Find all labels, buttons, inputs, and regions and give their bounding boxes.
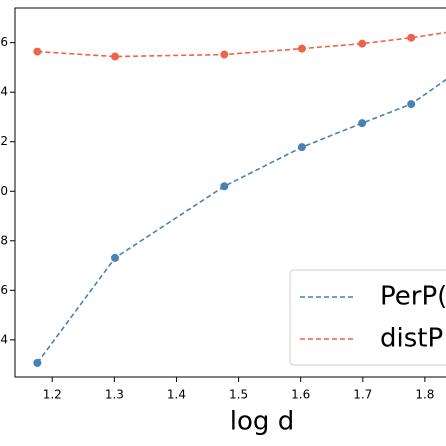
y-tick-label: 6 — [0, 283, 8, 297]
point — [220, 50, 229, 59]
axes-frame — [14, 7, 446, 378]
x-tick-label: 1.8 — [415, 388, 434, 402]
legend-label: PerP( — [380, 282, 446, 312]
point — [297, 44, 306, 53]
y-tick-label: 0 — [0, 184, 8, 198]
point — [358, 119, 367, 128]
point — [407, 100, 416, 109]
point — [407, 33, 416, 42]
y-tick-label: 8 — [0, 233, 8, 247]
legend-label: distP — [380, 324, 443, 354]
y-tick-label: 6 — [0, 35, 8, 49]
point — [33, 358, 42, 367]
point — [358, 39, 367, 48]
x-tick-label: 1.5 — [229, 388, 248, 402]
y-tick-label: 4 — [0, 85, 8, 99]
point — [297, 143, 306, 152]
point — [110, 52, 119, 61]
y-tick-label: 2 — [0, 134, 8, 148]
x-tick-label: 1.3 — [105, 388, 124, 402]
x-tick-label: 1.2 — [43, 388, 62, 402]
series-line — [37, 31, 446, 58]
y-tick-label: 4 — [0, 332, 8, 346]
x-axis-label: log d — [230, 407, 294, 437]
legend-box — [289, 269, 446, 366]
x-tick-label: 1.4 — [167, 388, 186, 402]
point — [220, 182, 229, 191]
plot-area — [33, 31, 446, 367]
x-tick-label: 1.7 — [353, 388, 372, 402]
point — [33, 47, 42, 56]
x-tick-label: 1.6 — [291, 388, 310, 402]
point — [110, 253, 119, 262]
